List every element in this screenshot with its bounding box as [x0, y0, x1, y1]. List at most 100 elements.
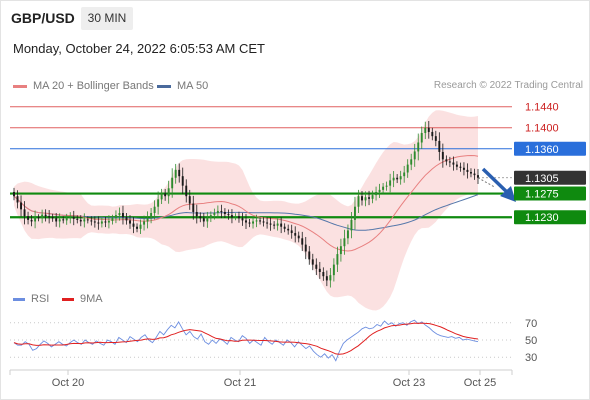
- candle-body: [238, 216, 240, 219]
- candle-body: [389, 180, 392, 186]
- level-labels: 1.1440 1.1400 1.1360 1.1305 1.1275 1.1230: [514, 102, 586, 225]
- candle: [69, 212, 72, 224]
- candle-body: [206, 218, 209, 222]
- candle: [125, 212, 128, 225]
- candle-body: [259, 220, 262, 222]
- candle-body: [41, 214, 44, 219]
- candle-body: [143, 221, 146, 225]
- candle: [167, 180, 170, 204]
- candle-body: [58, 219, 61, 222]
- candle: [220, 204, 223, 219]
- candle-body: [350, 219, 353, 231]
- candle-body: [171, 177, 174, 189]
- candle-body: [297, 235, 300, 239]
- candle-body: [452, 162, 455, 165]
- candle: [357, 189, 360, 214]
- candle-body: [462, 167, 465, 170]
- candle: [104, 216, 107, 228]
- candle-body: [136, 226, 138, 229]
- candle-body: [153, 206, 156, 214]
- candle: [62, 216, 65, 224]
- candle-body: [83, 219, 86, 222]
- candle-body: [223, 211, 226, 215]
- candle-body: [318, 268, 321, 272]
- candle-body: [424, 127, 427, 134]
- candle-body: [294, 233, 297, 236]
- candle: [51, 213, 54, 222]
- candle-body: [122, 213, 124, 218]
- candle: [206, 211, 209, 228]
- candle-body: [283, 226, 286, 229]
- candle: [434, 130, 437, 147]
- candle: [311, 253, 314, 271]
- candle: [245, 213, 247, 230]
- candle: [406, 159, 409, 178]
- candle-body: [308, 251, 311, 260]
- candle-body: [97, 222, 100, 224]
- candle-body: [304, 244, 307, 252]
- candle-body: [368, 197, 370, 199]
- candle: [55, 212, 58, 227]
- legend-ma20-label: MA 20 + Bollinger Bands: [33, 80, 154, 92]
- candle: [403, 165, 406, 183]
- candle-body: [195, 211, 198, 217]
- candle: [413, 143, 416, 167]
- candle-body: [301, 238, 304, 245]
- candle: [262, 217, 265, 227]
- support-1-label: 1.1275: [525, 189, 559, 201]
- candle-body: [69, 217, 72, 219]
- candle-body: [410, 159, 413, 165]
- candle: [354, 196, 356, 230]
- candle: [280, 217, 283, 234]
- candle-body: [378, 189, 381, 192]
- candle: [248, 218, 251, 228]
- candle: [336, 246, 339, 272]
- candle: [473, 168, 476, 180]
- candle-body: [434, 136, 437, 141]
- candle: [339, 238, 342, 262]
- current-label: 1.1305: [525, 173, 559, 185]
- candle: [171, 168, 174, 198]
- candle: [174, 163, 177, 184]
- candle: [90, 216, 93, 226]
- candle-body: [27, 216, 30, 220]
- candle-body: [392, 177, 395, 181]
- candle: [48, 210, 51, 224]
- candle-body: [266, 222, 269, 224]
- legend-rsi-ma-label: 9MA: [80, 293, 103, 305]
- candle: [199, 212, 202, 223]
- candle-body: [339, 246, 342, 255]
- candle: [417, 133, 420, 161]
- candle: [318, 261, 321, 279]
- report-datetime: Monday, October 24, 2022 6:05:53 AM CET: [13, 41, 265, 56]
- candle-body: [146, 218, 149, 222]
- candle: [227, 209, 230, 220]
- candle-body: [252, 221, 254, 224]
- candle-body: [403, 172, 406, 177]
- x-axis: Oct 20 Oct 21 Oct 23 Oct 25: [9, 369, 513, 389]
- timeframe-button[interactable]: 30 MIN: [81, 7, 133, 30]
- candle: [16, 190, 19, 209]
- candle: [72, 210, 75, 226]
- candle: [27, 211, 30, 225]
- research-credit: Research © 2022 Trading Central: [433, 80, 583, 91]
- candle-body: [23, 209, 26, 217]
- candle: [368, 190, 370, 206]
- candle-body: [382, 186, 385, 190]
- candle-body: [174, 169, 177, 178]
- rsi-ma-swatch-icon: [62, 297, 74, 301]
- candle: [86, 216, 89, 224]
- candle: [438, 132, 441, 161]
- candle: [136, 223, 138, 233]
- candle-body: [346, 230, 349, 239]
- candle: [382, 182, 385, 194]
- candle-body: [107, 220, 110, 223]
- bollinger-band-area: [14, 110, 478, 311]
- candle: [143, 215, 146, 231]
- candle-body: [139, 224, 142, 229]
- resistance-1-label: 1.1400: [525, 123, 559, 135]
- candle: [361, 191, 363, 206]
- legend-ma20: MA 20 + Bollinger Bands: [13, 80, 154, 92]
- candle: [269, 217, 272, 231]
